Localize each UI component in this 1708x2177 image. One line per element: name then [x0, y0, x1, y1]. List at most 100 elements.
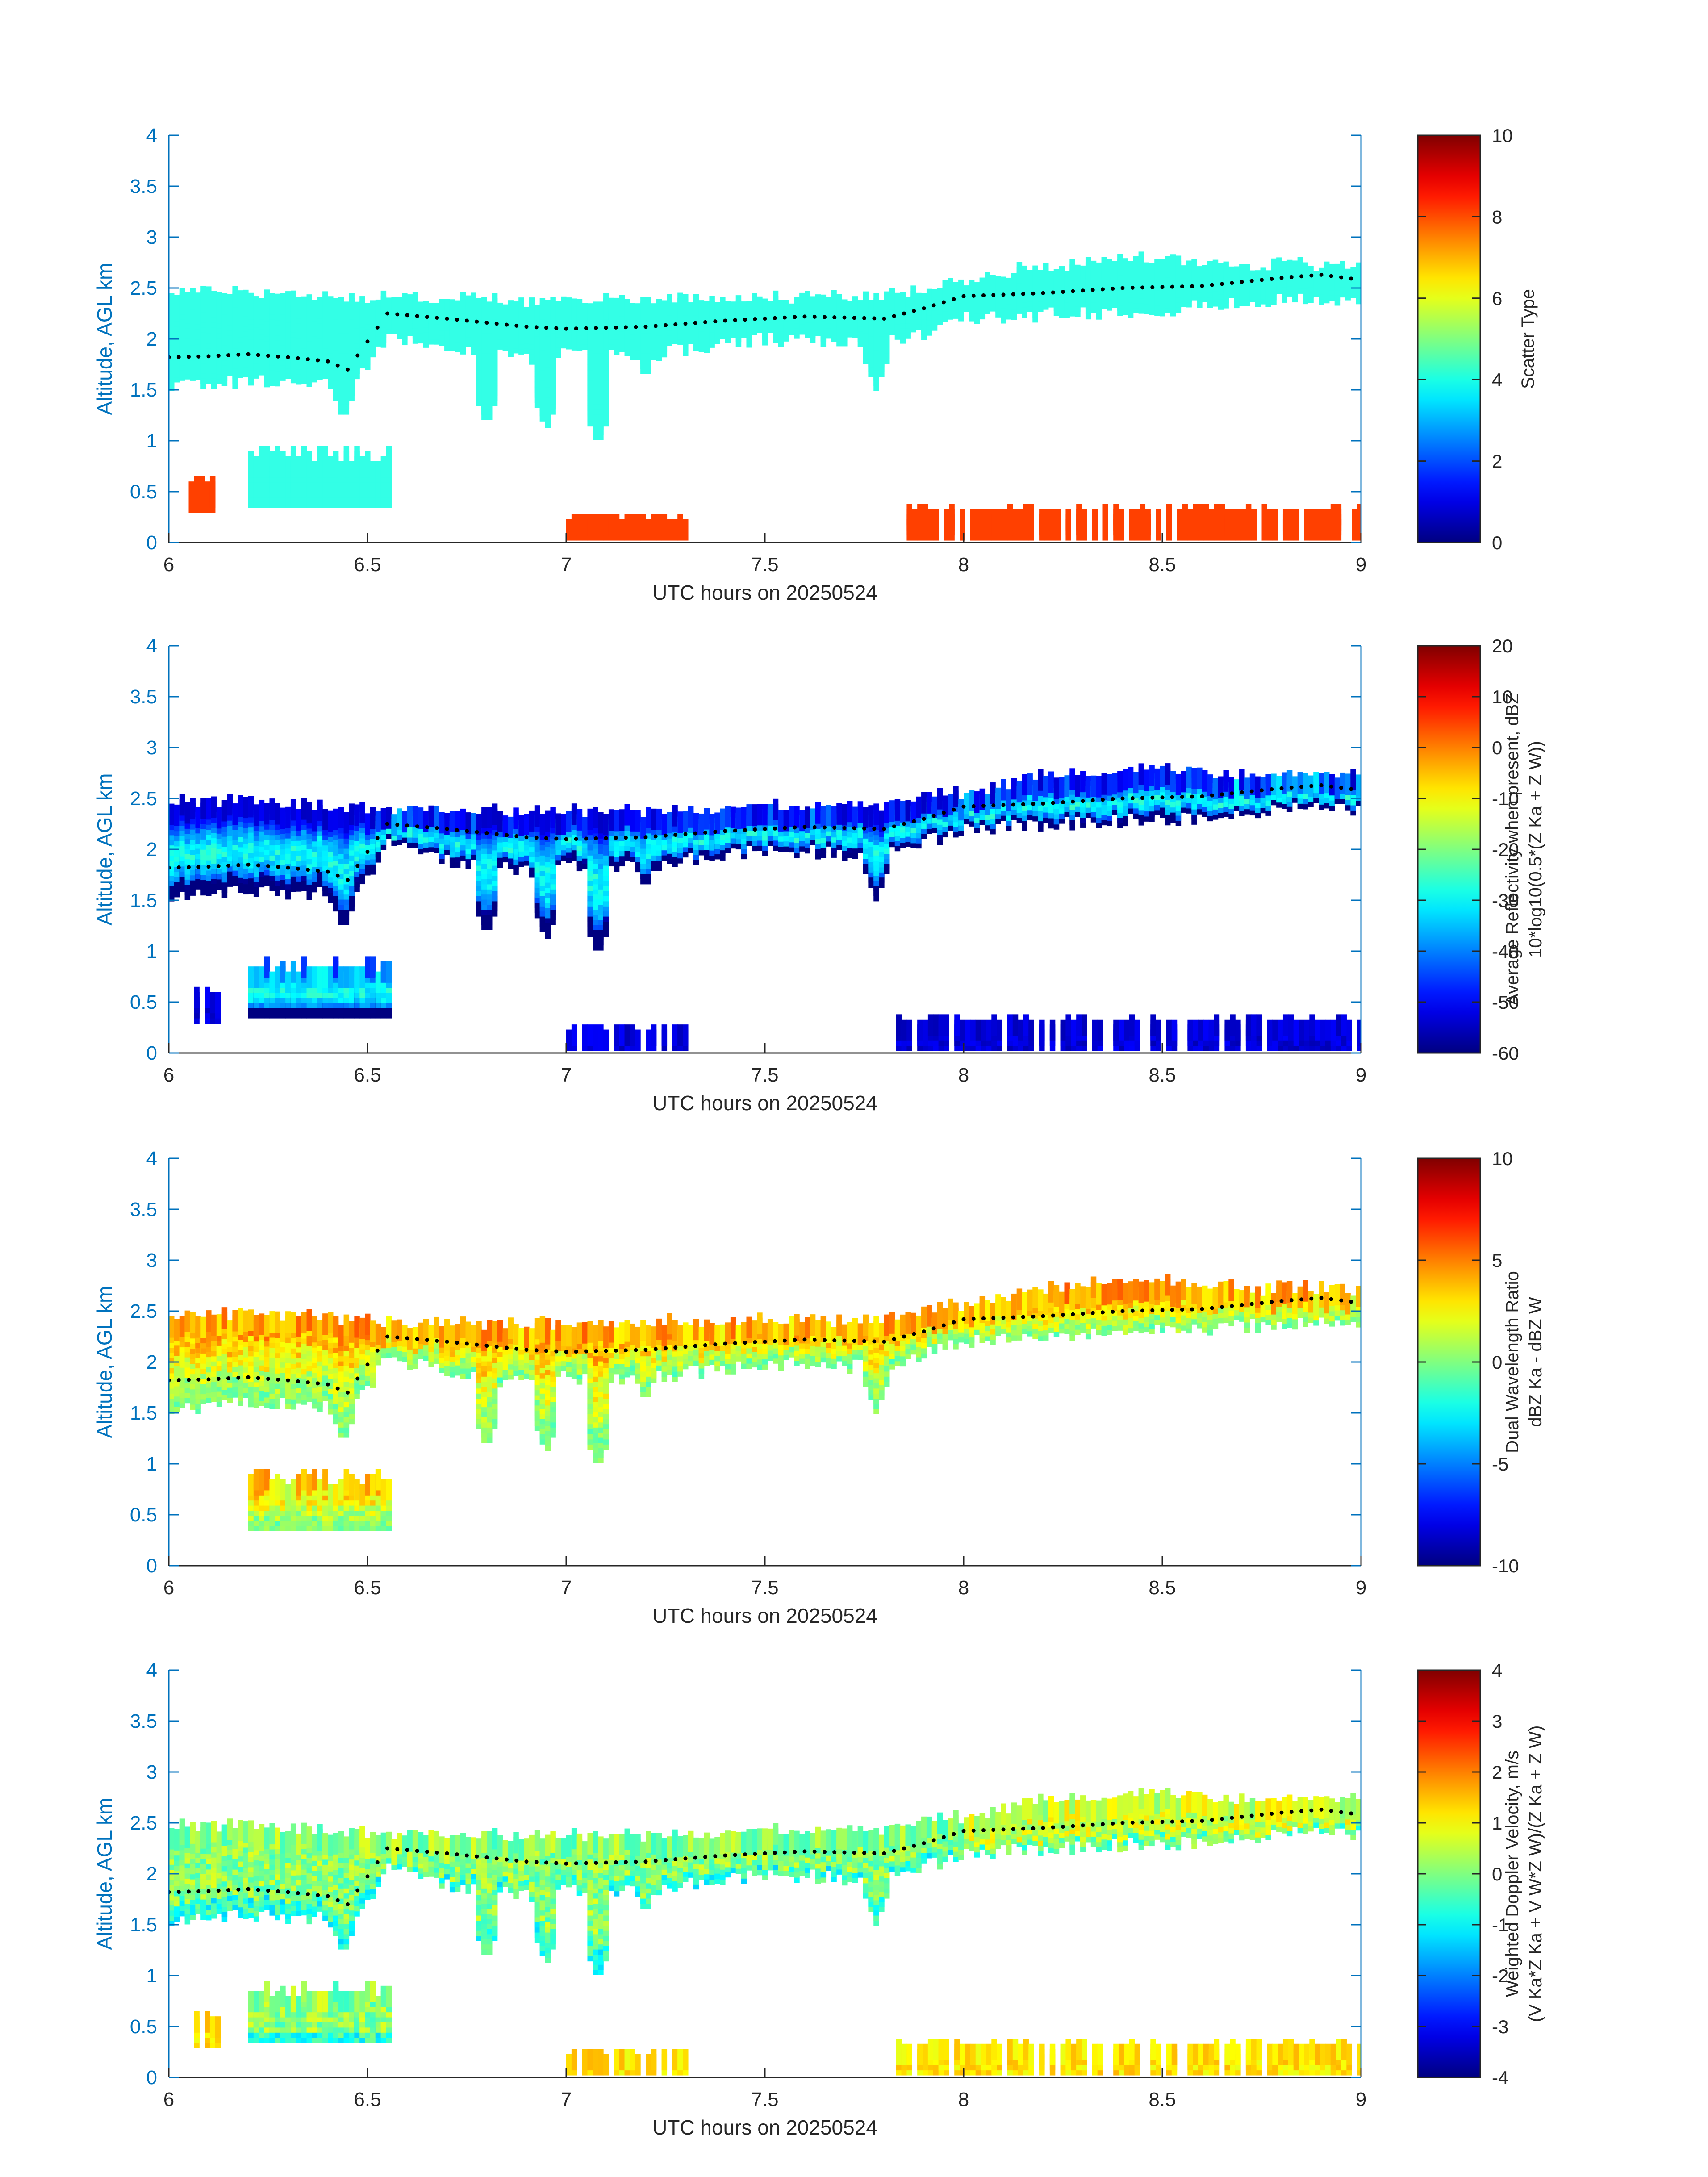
data-cell	[199, 476, 205, 498]
data-cell	[497, 302, 503, 324]
data-cell	[1325, 509, 1331, 531]
melting-layer-dot	[733, 318, 737, 322]
data-cell	[465, 295, 471, 317]
data-cell	[1197, 266, 1203, 288]
data-cell	[985, 794, 990, 815]
melting-layer-dot	[1339, 275, 1343, 280]
data-cell	[524, 814, 530, 836]
data-cell	[698, 300, 705, 322]
data-cell	[614, 297, 620, 319]
data-cell	[221, 293, 228, 315]
data-cell	[894, 292, 901, 314]
x-tick-label: 6	[163, 554, 174, 576]
melting-layer-dot	[1150, 285, 1155, 289]
melting-layer-dot	[1081, 288, 1085, 293]
data-cell	[683, 1024, 689, 1046]
data-cell	[534, 805, 540, 827]
data-cell	[571, 514, 577, 536]
data-cell	[1048, 271, 1054, 292]
y-tick-label: 3.5	[130, 175, 157, 197]
data-cell	[1334, 777, 1341, 799]
data-cell	[619, 1024, 625, 1046]
data-cell	[1330, 1019, 1336, 1041]
data-cell	[640, 817, 646, 839]
data-cell	[444, 813, 450, 835]
data-cell	[1181, 265, 1186, 287]
data-cell	[209, 476, 216, 498]
data-cell	[1187, 509, 1193, 531]
data-cell	[264, 803, 270, 825]
data-cell	[487, 807, 493, 828]
melting-layer-dot	[176, 865, 181, 869]
melting-layer-dot	[1210, 283, 1214, 287]
data-cell	[402, 811, 408, 833]
data-cell	[582, 817, 588, 839]
data-cell	[1334, 263, 1341, 285]
data-cell	[997, 1019, 1002, 1041]
data-cell	[391, 814, 397, 836]
data-cell	[933, 1014, 939, 1036]
melting-layer-dot	[981, 293, 986, 298]
data-cell	[200, 285, 206, 307]
data-cell	[960, 509, 965, 531]
data-cell	[195, 806, 201, 828]
data-cell	[375, 461, 381, 483]
data-cell	[889, 800, 895, 822]
data-cell	[248, 451, 254, 472]
data-cell	[1123, 769, 1128, 791]
data-cell	[285, 806, 291, 828]
data-cell	[1324, 772, 1330, 794]
data-cell	[275, 293, 280, 315]
data-cell	[1255, 776, 1261, 798]
y-tick-label: 2.5	[130, 277, 157, 299]
data-cell	[767, 301, 773, 323]
data-cell	[1181, 771, 1186, 793]
melting-layer-dot	[435, 316, 439, 320]
data-cell	[725, 806, 731, 828]
data-cell	[529, 297, 535, 319]
x-tick-label: 9	[1356, 554, 1366, 576]
data-cell	[576, 809, 583, 831]
data-cell	[1085, 776, 1091, 798]
data-cell	[1341, 1014, 1347, 1036]
data-cell	[1292, 776, 1298, 798]
data-cell	[646, 807, 651, 828]
melting-layer-dot	[544, 326, 548, 330]
melting-layer-dot	[1270, 276, 1274, 281]
data-cell	[603, 514, 609, 536]
melting-layer-dot	[793, 315, 797, 319]
data-cell	[333, 808, 339, 830]
data-cell	[619, 519, 625, 541]
data-cell	[640, 297, 646, 318]
data-cell	[598, 1024, 604, 1046]
melting-layer-dot	[594, 326, 598, 330]
data-cell	[343, 301, 350, 323]
data-cell	[1207, 261, 1213, 283]
data-cell	[343, 812, 350, 834]
data-cell	[646, 297, 651, 318]
data-cell	[1224, 509, 1230, 531]
data-cell	[927, 1014, 934, 1036]
data-cell	[820, 806, 827, 828]
data-cell	[1133, 256, 1139, 278]
data-cell	[1028, 1019, 1034, 1041]
data-cell	[593, 301, 598, 323]
data-cell	[1085, 257, 1091, 279]
y-tick-label: 2	[146, 328, 157, 350]
data-cell	[1090, 260, 1097, 282]
data-cell	[852, 296, 858, 318]
data-cell	[1117, 254, 1123, 276]
colorbar-tick-label: 0	[1492, 532, 1502, 553]
data-cell	[757, 296, 763, 318]
data-cell	[1156, 1019, 1161, 1041]
data-cell	[481, 297, 487, 318]
data-cell	[1282, 1014, 1289, 1036]
data-cell	[698, 813, 705, 835]
data-cell	[630, 810, 635, 832]
data-cell	[1313, 271, 1319, 292]
data-cell	[1133, 772, 1139, 794]
y-tick-label: 1	[146, 430, 157, 452]
data-cell	[211, 291, 217, 313]
melting-layer-dot	[445, 316, 449, 321]
